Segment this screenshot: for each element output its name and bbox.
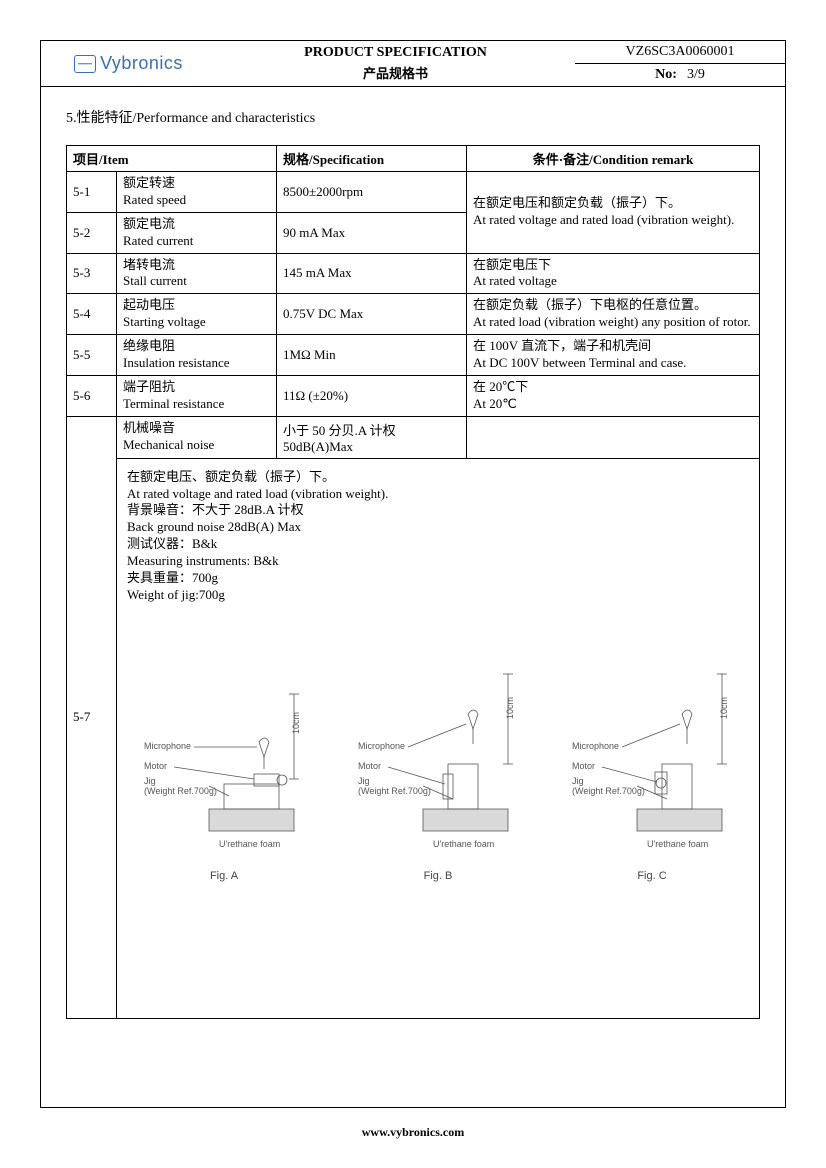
row-spec: 90 mA Max <box>277 212 467 253</box>
figure-c: 10cm Microphone Motor Jig (Weight Ref.70… <box>567 634 737 882</box>
row-idx: 5-2 <box>67 212 117 253</box>
row-idx: 5-4 <box>67 294 117 335</box>
row-idx: 5-3 <box>67 253 117 294</box>
svg-text:Motor: Motor <box>358 761 381 771</box>
row-cond <box>467 416 760 458</box>
svg-text:U'rethane foam: U'rethane foam <box>647 839 708 849</box>
row-item: 堵转电流 Stall current <box>117 253 277 294</box>
table-row: 5-1 额定转速 Rated speed 8500±2000rpm 在额定电压和… <box>67 172 760 213</box>
row-idx: 5-7 <box>67 416 117 1018</box>
svg-text:Jig: Jig <box>358 776 370 786</box>
figures: 10cm Microphone Motor Jig <box>127 634 749 882</box>
title-cell: PRODUCT SPECIFICATION 产品规格书 <box>216 41 575 86</box>
svg-text:10cm: 10cm <box>291 712 301 734</box>
row-cond: 在 20℃下 At 20℃ <box>467 375 760 416</box>
svg-text:(Weight Ref.700g): (Weight Ref.700g) <box>572 786 645 796</box>
logo-cell: Vybronics <box>41 41 216 86</box>
table-row-desc: 在额定电压、额定负载（振子）下。 At rated voltage and ra… <box>67 458 760 1018</box>
part-number: VZ6SC3A0060001 <box>575 41 785 64</box>
row-cond: 在额定电压和额定负载（振子）下。 At rated voltage and ra… <box>467 172 760 254</box>
svg-text:Motor: Motor <box>572 761 595 771</box>
conditions-description: 在额定电压、额定负载（振子）下。 At rated voltage and ra… <box>127 469 749 604</box>
head-spec: 规格/Specification <box>277 146 467 172</box>
row-cond: 在额定电压下 At rated voltage <box>467 253 760 294</box>
row-spec: 8500±2000rpm <box>277 172 467 213</box>
row-item: 额定电流 Rated current <box>117 212 277 253</box>
row-item: 起动电压 Starting voltage <box>117 294 277 335</box>
row-spec: 0.75V DC Max <box>277 294 467 335</box>
table-row: 5-7 机械噪音 Mechanical noise 小于 50 分贝.A 计权 … <box>67 416 760 458</box>
brand-name: Vybronics <box>100 53 183 74</box>
row-spec: 11Ω (±20%) <box>277 375 467 416</box>
header: Vybronics PRODUCT SPECIFICATION 产品规格书 VZ… <box>41 41 785 87</box>
svg-text:10cm: 10cm <box>505 697 515 719</box>
row-idx: 5-1 <box>67 172 117 213</box>
row-cond: 在 100V 直流下，端子和机壳间 At DC 100V between Ter… <box>467 335 760 376</box>
row-cond: 在额定负载（振子）下电枢的任意位置。 At rated load (vibrat… <box>467 294 760 335</box>
row-idx: 5-6 <box>67 375 117 416</box>
svg-text:U'rethane foam: U'rethane foam <box>433 839 494 849</box>
table-row: 5-3 堵转电流 Stall current 145 mA Max 在额定电压下… <box>67 253 760 294</box>
brand-logo: Vybronics <box>74 53 183 74</box>
svg-text:Jig: Jig <box>572 776 584 786</box>
header-right: VZ6SC3A0060001 No: 3/9 <box>575 41 785 86</box>
row-item: 机械噪音 Mechanical noise <box>117 416 277 458</box>
svg-text:10cm: 10cm <box>719 697 729 719</box>
page-number: No: 3/9 <box>575 64 785 86</box>
section-title: 5.性能特征/Performance and characteristics <box>66 107 760 127</box>
row-item: 绝缘电阻 Insulation resistance <box>117 335 277 376</box>
svg-text:U'rethane foam: U'rethane foam <box>219 839 280 849</box>
fig-c-label: Fig. C <box>567 870 737 882</box>
svg-text:Microphone: Microphone <box>358 741 405 751</box>
head-item: 项目/Item <box>67 146 277 172</box>
row-item: 额定转速 Rated speed <box>117 172 277 213</box>
table-row: 5-6 端子阻抗 Terminal resistance 11Ω (±20%) … <box>67 375 760 416</box>
row-item: 端子阻抗 Terminal resistance <box>117 375 277 416</box>
spec-table: 项目/Item 规格/Specification 条件·备注/Condition… <box>66 145 760 1019</box>
row-idx: 5-5 <box>67 335 117 376</box>
svg-text:(Weight Ref.700g): (Weight Ref.700g) <box>358 786 431 796</box>
footer-url: www.vybronics.com <box>0 1125 826 1140</box>
figure-a: 10cm Microphone Motor Jig <box>139 634 309 882</box>
row-spec: 145 mA Max <box>277 253 467 294</box>
row-spec: 小于 50 分贝.A 计权 50dB(A)Max <box>277 416 467 458</box>
logo-icon <box>74 55 96 73</box>
doc-title-zh: 产品规格书 <box>220 63 571 82</box>
svg-text:Microphone: Microphone <box>144 741 191 751</box>
description-cell: 在额定电压、额定负载（振子）下。 At rated voltage and ra… <box>117 458 760 1018</box>
figure-b: 10cm Microphone Motor Jig (Weight Ref.70… <box>353 634 523 882</box>
doc-title-en: PRODUCT SPECIFICATION <box>220 45 571 61</box>
fig-b-label: Fig. B <box>353 870 523 882</box>
svg-text:Motor: Motor <box>144 761 167 771</box>
page-value: 3/9 <box>687 67 705 83</box>
page-frame: Vybronics PRODUCT SPECIFICATION 产品规格书 VZ… <box>40 40 786 1108</box>
body: 5.性能特征/Performance and characteristics 项… <box>41 87 785 1039</box>
table-row: 5-4 起动电压 Starting voltage 0.75V DC Max 在… <box>67 294 760 335</box>
table-head-row: 项目/Item 规格/Specification 条件·备注/Condition… <box>67 146 760 172</box>
svg-text:Microphone: Microphone <box>572 741 619 751</box>
head-cond: 条件·备注/Condition remark <box>467 146 760 172</box>
table-row: 5-5 绝缘电阻 Insulation resistance 1MΩ Min 在… <box>67 335 760 376</box>
row-spec: 1MΩ Min <box>277 335 467 376</box>
svg-text:(Weight Ref.700g): (Weight Ref.700g) <box>144 786 217 796</box>
fig-a-label: Fig. A <box>139 870 309 882</box>
svg-text:Jig: Jig <box>144 776 156 786</box>
page-label: No: <box>655 67 677 83</box>
